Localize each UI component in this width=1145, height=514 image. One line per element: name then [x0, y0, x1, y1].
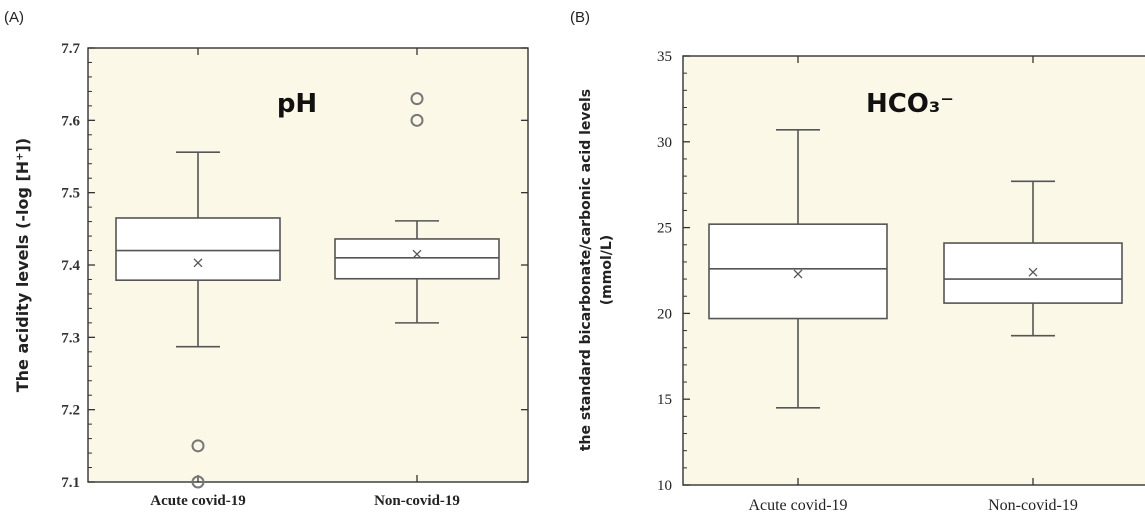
x-category-label-a-acute: Acute covid-19 — [150, 493, 245, 509]
y-tick-label-b: 30 — [657, 135, 672, 151]
y-tick-label-a: 7.5 — [61, 186, 80, 202]
x-category-label-b-noncovid: Non-covid-19 — [988, 497, 1078, 514]
box-iqr — [708, 223, 888, 320]
box-iqr — [334, 238, 500, 280]
y-tick-label-b: 10 — [657, 478, 672, 494]
chart-a-marks: 7.1 7.2 7.3 7.4 7.5 7.6 7.7 — [61, 41, 528, 491]
panel-b: (B) 10 15 20 25 30 35 HCO₃⁻ the standard bica… — [570, 9, 1145, 514]
panel-title-a: pH — [277, 89, 317, 119]
y-tick-label-b: 20 — [657, 306, 672, 322]
panel-title-b: HCO₃⁻ — [866, 89, 954, 119]
y-tick-label-a: 7.4 — [61, 258, 80, 274]
x-category-label-a-noncovid: Non-covid-19 — [374, 493, 460, 509]
outlier-point — [410, 92, 424, 106]
mean-marker — [793, 269, 803, 279]
chart-b-marks: 10 15 20 25 30 35 — [657, 49, 1123, 494]
outlier-point — [191, 475, 205, 489]
y-axis-label-b-line2: (mmol/L) — [599, 235, 615, 305]
y-tick-label-b: 15 — [657, 392, 672, 408]
outlier-point — [191, 439, 205, 453]
mean-marker — [412, 249, 422, 259]
x-category-label-b-acute: Acute covid-19 — [748, 497, 847, 514]
y-tick-label-a: 7.7 — [61, 41, 80, 57]
panel-a: (A) 7.1 7.2 7.3 7.4 7.5 7.6 7.7 pH The acidity… — [4, 9, 529, 509]
y-axis-label-a: The acidity levels (-log [H⁺]) — [13, 138, 32, 393]
y-tick-label-a: 7.6 — [61, 113, 80, 129]
y-axis-label-b-line1: the standard bicarbonate/carbonic acid l… — [578, 89, 594, 451]
mean-marker — [193, 258, 203, 268]
outlier-point — [410, 113, 424, 127]
box-iqr — [115, 217, 281, 281]
y-tick-label-a: 7.2 — [61, 403, 80, 419]
panel-letter-a: (A) — [4, 9, 24, 26]
y-tick-label-b: 35 — [657, 49, 672, 65]
panel-letter-b: (B) — [570, 9, 590, 26]
y-tick-label-a: 7.3 — [61, 330, 80, 346]
y-tick-label-a: 7.1 — [61, 475, 80, 491]
mean-marker — [1028, 267, 1038, 277]
y-tick-label-b: 25 — [657, 221, 672, 237]
